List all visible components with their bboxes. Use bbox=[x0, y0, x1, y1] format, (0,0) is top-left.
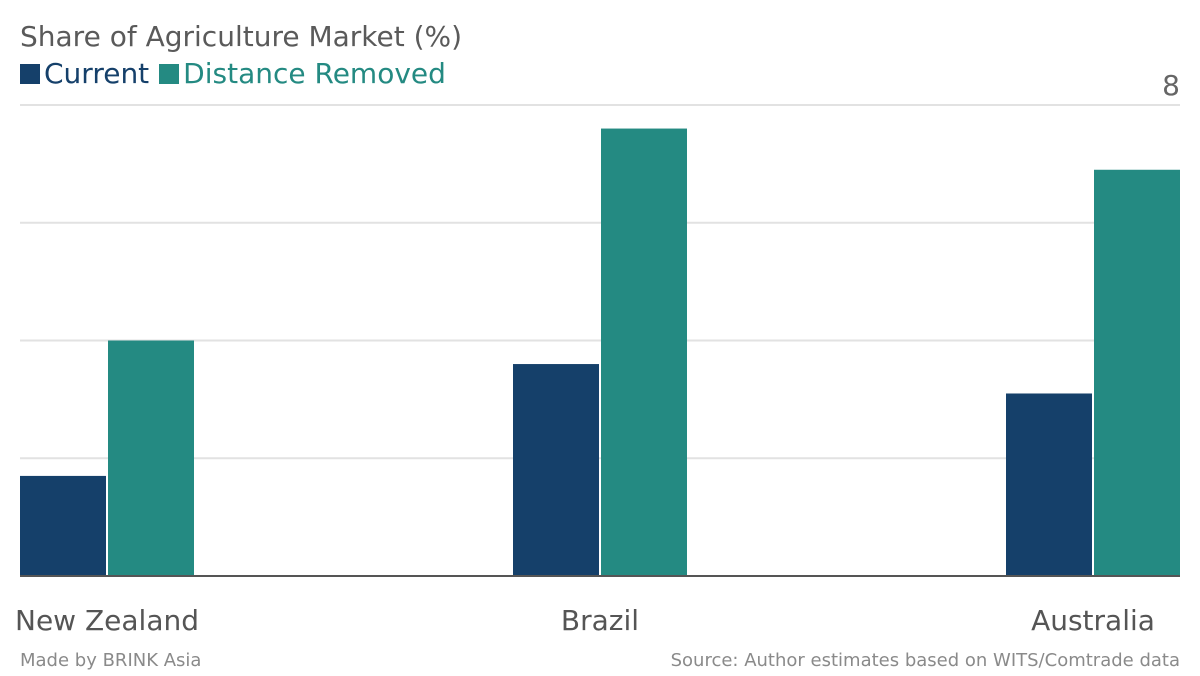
legend-label-current: Current bbox=[44, 57, 150, 90]
legend-swatch-distance-removed bbox=[159, 63, 180, 84]
x-tick-label: New Zealand bbox=[15, 604, 199, 637]
source-text: Source: Author estimates based on WITS/C… bbox=[670, 650, 1180, 671]
x-tick-label: Brazil bbox=[561, 604, 639, 637]
legend: Current Distance Removed bbox=[20, 57, 456, 90]
bar-distance-removed bbox=[1094, 169, 1180, 576]
legend-label-distance-removed: Distance Removed bbox=[183, 57, 446, 90]
legend-item-current: Current bbox=[20, 57, 149, 90]
legend-item-distance-removed: Distance Removed bbox=[159, 57, 446, 90]
bar-current bbox=[20, 475, 106, 576]
bar-distance-removed bbox=[108, 340, 194, 576]
x-tick-label: Australia bbox=[1031, 604, 1155, 637]
bar-current bbox=[1006, 393, 1092, 576]
bar-current bbox=[513, 364, 599, 576]
y-tick-label: 8 bbox=[1162, 69, 1180, 102]
credit-text: Made by BRINK Asia bbox=[20, 650, 202, 671]
bar-distance-removed bbox=[601, 128, 687, 577]
legend-swatch-current bbox=[20, 63, 40, 84]
chart-title: Share of Agriculture Market (%) bbox=[20, 20, 463, 53]
